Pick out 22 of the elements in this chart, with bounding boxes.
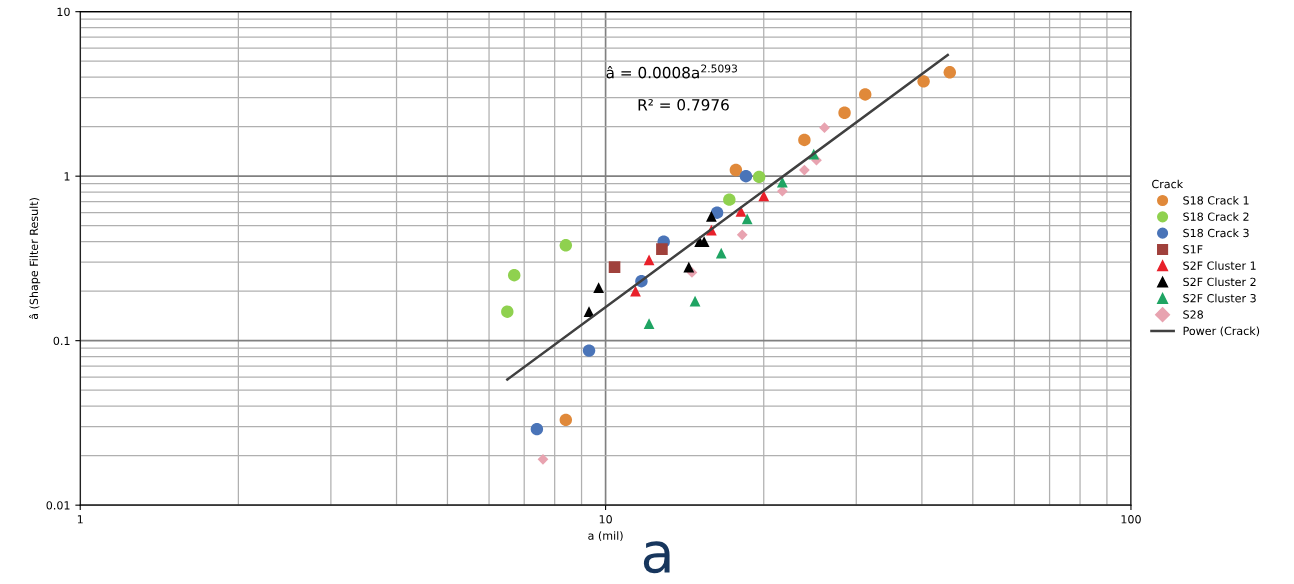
x-tick-label: 10 <box>599 515 612 524</box>
text: a <box>643 541 670 574</box>
legend-label: S2F Cluster 1 <box>1183 261 1256 270</box>
y-tick-label: 10 <box>57 7 70 17</box>
legend-label: S18 Crack 2 <box>1183 212 1249 221</box>
legend-label: S2F Cluster 2 <box>1183 277 1256 287</box>
legend-label: Power (Crack) <box>1183 326 1260 337</box>
annotation: â = 0.0008a$^{2.5093}$ <box>606 64 737 79</box>
legend-label: S1F <box>1183 245 1203 254</box>
y-tick-label: 1 <box>64 172 70 181</box>
annotation: R² = 0.7976 <box>638 99 729 111</box>
legend-label: S2F Cluster 3 <box>1183 293 1256 303</box>
legend-label: S28 <box>1183 310 1204 319</box>
legend-label: S18 Crack 3 <box>1183 228 1249 238</box>
y-axis-title: â (Shape Filter Result) <box>29 198 41 320</box>
x-tick-label: 100 <box>1121 515 1141 524</box>
x-axis-title: a (mil) <box>588 531 623 542</box>
y-tick-label: 0.1 <box>53 336 70 346</box>
legend-label: S18 Crack 1 <box>1183 195 1249 205</box>
y-tick-label: 0.01 <box>46 501 70 510</box>
x-tick-label: 1 <box>77 515 83 524</box>
legend-title: Crack <box>1152 179 1184 189</box>
